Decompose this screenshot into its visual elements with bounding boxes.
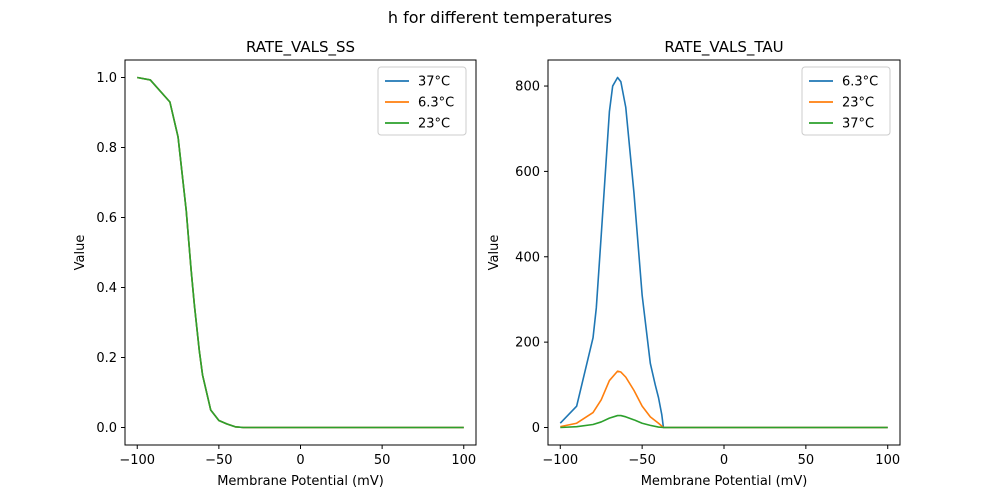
x-axis-label: Membrane Potential (mV) <box>641 474 808 489</box>
x-axis-label: Membrane Potential (mV) <box>217 474 384 489</box>
y-tick-label: 400 <box>515 250 540 265</box>
series-line-tau-2 <box>560 414 888 429</box>
x-tick-label: 0 <box>720 453 728 468</box>
legend-entry-label: 37°C <box>842 117 874 132</box>
y-tick-label: 0 <box>532 421 540 436</box>
legend-entry-label: 6.3°C <box>842 75 878 90</box>
figure-title: h for different temperatures <box>388 8 612 27</box>
x-tick-label: −50 <box>205 453 232 468</box>
y-axis-label: Value <box>487 235 502 271</box>
y-tick-label: 200 <box>515 336 540 351</box>
x-tick-label: 100 <box>875 453 900 468</box>
y-tick-label: 0.2 <box>96 351 117 366</box>
axes-title-tau: RATE_VALS_TAU <box>664 38 783 57</box>
y-axis-label: Value <box>73 235 88 271</box>
legend-frame <box>377 66 467 136</box>
chart-panel-ss: RATE_VALS_SS −100 −50 0 50 100 0.0 0.2 0.4 0.6 0.8… <box>73 38 477 489</box>
x-tick-label: 50 <box>374 453 391 468</box>
chart-panel-tau: RATE_VALS_TAU −100 −50 0 50 100 0 200 400 600 800 M… <box>487 38 901 489</box>
y-tick-label: 600 <box>515 165 540 180</box>
legend-entry-label: 23°C <box>418 117 450 132</box>
legend-entry-label: 37°C <box>418 75 450 90</box>
x-tick-label: −50 <box>628 453 655 468</box>
y-tick-label: 0.0 <box>96 421 117 436</box>
x-tick-label: 0 <box>296 453 304 468</box>
axes-title-ss: RATE_VALS_SS <box>246 38 355 57</box>
y-tick-label: 800 <box>515 80 540 95</box>
y-tick-label: 0.6 <box>96 211 117 226</box>
y-tick-label: 0.4 <box>96 281 117 296</box>
x-tick-label: 100 <box>451 453 476 468</box>
x-tick-label: 50 <box>798 453 815 468</box>
series-line-tau-0 <box>559 76 888 429</box>
x-tick-label: −100 <box>119 453 155 468</box>
legend-entry-label: 6.3°C <box>418 96 454 111</box>
y-tick-label: 0.8 <box>96 141 117 156</box>
legend-frame <box>801 66 891 136</box>
legend-ss: 37°C 6.3°C 23°C <box>377 66 467 136</box>
legend-tau: 6.3°C 23°C 37°C <box>801 66 891 136</box>
x-tick-label: −100 <box>542 453 578 468</box>
series-line-tau-1 <box>560 370 888 429</box>
series-line-ss-2 <box>137 76 464 429</box>
y-tick-label: 1.0 <box>96 71 117 86</box>
legend-entry-label: 23°C <box>842 96 874 111</box>
